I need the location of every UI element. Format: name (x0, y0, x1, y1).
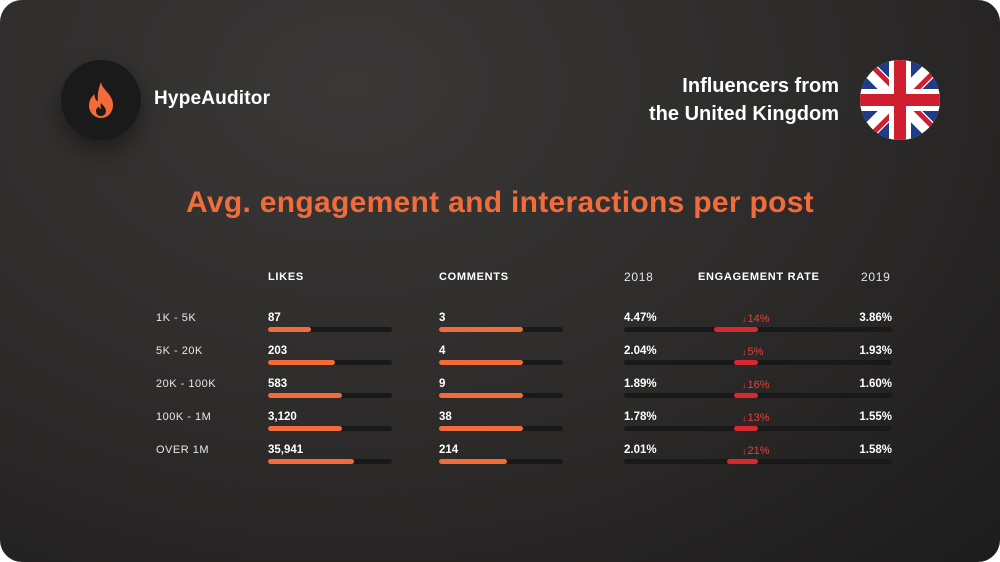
er-2018-value: 1.89% (624, 378, 657, 390)
likes-bar-track (268, 426, 392, 431)
likes-bar (268, 360, 335, 365)
comments-bar (439, 426, 524, 431)
comments-value: 3 (439, 312, 446, 324)
chart-title: Avg. engagement and interactions per pos… (186, 186, 814, 219)
likes-value: 3,120 (268, 411, 297, 423)
likes-bar-track (268, 327, 392, 332)
region-line-2: the United Kingdom (649, 103, 839, 125)
tier-label: 100K - 1M (156, 411, 212, 423)
er-bar-track (624, 327, 892, 332)
logo-badge (61, 60, 141, 140)
er-change-value: 14% (747, 313, 770, 325)
header-comments: COMMENTS (439, 271, 509, 283)
comments-bar (439, 360, 524, 365)
comments-bar (439, 327, 524, 332)
er-bar-track (624, 393, 892, 398)
er-bar-track (624, 426, 892, 431)
er-2018-value: 1.78% (624, 411, 657, 423)
tier-label: 20K - 100K (156, 378, 217, 390)
comments-value: 214 (439, 444, 459, 456)
likes-value: 35,941 (268, 444, 304, 456)
er-2019-value: 1.58% (859, 444, 892, 456)
tier-label: OVER 1M (156, 444, 210, 456)
er-change-value: 13% (747, 412, 770, 424)
comments-value: 9 (439, 378, 446, 390)
er-change-value: 16% (747, 379, 770, 391)
header-year-2018: 2018 (624, 270, 654, 284)
er-change-label: ↓13% (742, 412, 770, 424)
likes-bar-track (268, 459, 392, 464)
region-title: Influencers from the United Kingdom (519, 72, 839, 128)
er-change-value: 5% (747, 346, 764, 358)
down-arrow-icon: ↓ (742, 347, 747, 357)
likes-bar-track (268, 393, 392, 398)
down-arrow-icon: ↓ (742, 413, 747, 423)
comments-bar (439, 393, 524, 398)
er-change-bar (727, 459, 758, 464)
likes-value: 583 (268, 378, 288, 390)
er-2019-value: 1.55% (859, 411, 892, 423)
er-2019-value: 3.86% (859, 312, 892, 324)
er-change-bar (734, 426, 758, 431)
flame-icon (89, 82, 113, 118)
comments-bar-track (439, 459, 563, 464)
er-change-label: ↓16% (742, 379, 770, 391)
likes-bar (268, 393, 343, 398)
region-line-1: Influencers from (682, 75, 839, 97)
comments-bar-track (439, 360, 563, 365)
down-arrow-icon: ↓ (742, 380, 747, 390)
comments-value: 4 (439, 345, 446, 357)
er-2019-value: 1.60% (859, 378, 892, 390)
likes-bar (268, 459, 354, 464)
comments-bar-track (439, 327, 563, 332)
er-2018-value: 2.01% (624, 444, 657, 456)
er-2019-value: 1.93% (859, 345, 892, 357)
likes-value: 203 (268, 345, 288, 357)
er-change-bar (714, 327, 758, 332)
likes-bar-track (268, 360, 392, 365)
uk-flag-icon (860, 60, 940, 140)
likes-bar (268, 426, 343, 431)
er-bar-track (624, 459, 892, 464)
down-arrow-icon: ↓ (742, 314, 747, 324)
likes-bar (268, 327, 312, 332)
down-arrow-icon: ↓ (742, 446, 747, 456)
er-change-value: 21% (747, 445, 770, 457)
brand-name: HypeAuditor (154, 88, 271, 109)
comments-bar (439, 459, 508, 464)
tier-label: 1K - 5K (156, 312, 197, 324)
tier-label: 5K - 20K (156, 345, 203, 357)
er-bar-track (624, 360, 892, 365)
header-engagement-rate: ENGAGEMENT RATE (698, 271, 820, 283)
er-change-label: ↓21% (742, 445, 770, 457)
er-change-bar (734, 360, 758, 365)
er-2018-value: 2.04% (624, 345, 657, 357)
header-likes: LIKES (268, 271, 304, 283)
er-2018-value: 4.47% (624, 312, 657, 324)
likes-value: 87 (268, 312, 281, 324)
comments-bar-track (439, 393, 563, 398)
er-change-label: ↓5% (742, 346, 763, 358)
er-change-label: ↓14% (742, 313, 770, 325)
er-change-bar (734, 393, 758, 398)
comments-value: 38 (439, 411, 452, 423)
comments-bar-track (439, 426, 563, 431)
header-year-2019: 2019 (861, 270, 891, 284)
